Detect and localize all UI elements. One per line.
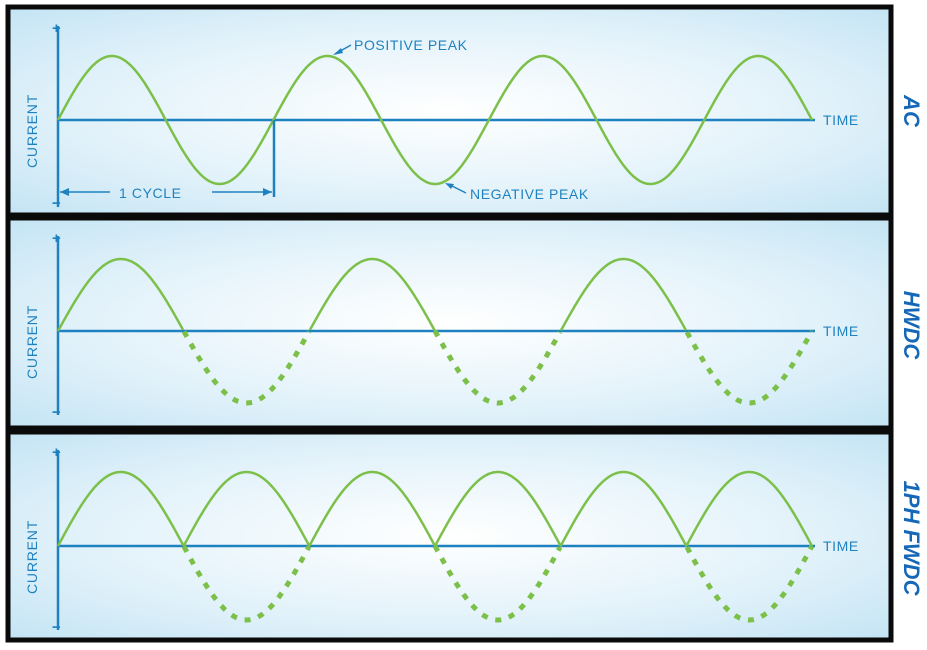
panel-fwdc-title: 1PH FWDC: [899, 481, 924, 597]
panel-fwdc-plus-sign: +: [52, 444, 61, 461]
panel-hwdc-minus-sign: −: [52, 404, 61, 421]
panel-fwdc-minus-sign: −: [52, 619, 61, 636]
panel-ac-sine-wave: [56, 54, 814, 186]
panel-hwdc-title: HWDC: [899, 291, 924, 361]
panel-hwdc-x-label: TIME: [823, 323, 859, 339]
positive-peak-label: POSITIVE PEAK: [354, 37, 468, 53]
panel-ac-y-label: CURRENT: [24, 94, 40, 168]
panel-ac-frame: [5, 4, 894, 218]
panel-fwdc-original-negative-half: [181, 544, 815, 623]
panel-fwdc-y-label: CURRENT: [24, 520, 40, 594]
panel-ac-minus-sign: −: [52, 195, 61, 212]
panel-hwdc-plus-sign: +: [52, 230, 61, 247]
negative-peak-label: NEGATIVE PEAK: [470, 186, 589, 202]
panel-ac-title: AC: [899, 94, 924, 128]
panel-hwdc-blocked-negative-half: [181, 329, 815, 406]
panel-hwdc-y-label: CURRENT: [24, 305, 40, 379]
panel-hwdc: + − CURRENT TIME: [5, 215, 894, 431]
one-cycle-label: 1 CYCLE: [119, 185, 182, 201]
panel-ac: + − CURRENT TIME POSITIVE PEAK NEGATIVE …: [5, 4, 894, 218]
panel-fwdc: + − CURRENT TIME: [5, 429, 894, 643]
panel-hwdc-frame: [5, 215, 894, 431]
positive-peak-arrow: [333, 44, 352, 55]
panel-fwdc-x-label: TIME: [823, 538, 859, 554]
panel-fwdc-frame: [5, 429, 894, 643]
panel-ac-plus-sign: +: [52, 20, 61, 37]
panel-ac-x-label: TIME: [823, 112, 859, 128]
negative-peak-arrow: [445, 183, 467, 194]
cycle-dimension-arrow: [60, 188, 272, 196]
